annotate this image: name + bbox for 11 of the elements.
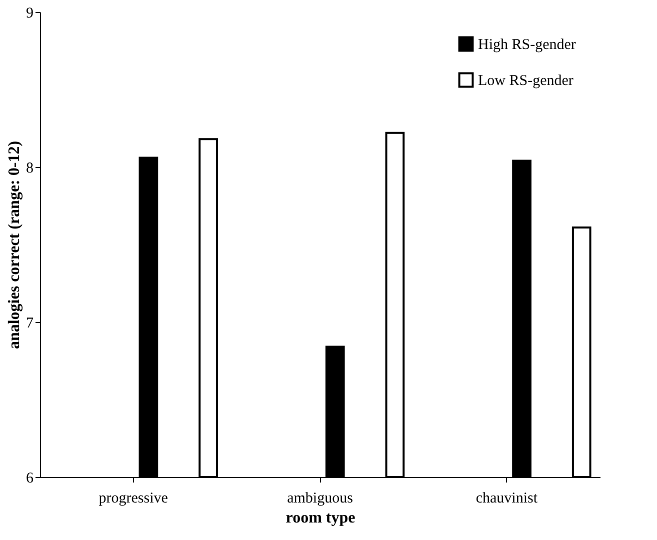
legend-label: High RS-gender <box>478 37 576 53</box>
x-tick-label: progressive <box>98 490 168 506</box>
y-axis-title: analogies correct (range: 0-12) <box>6 140 23 350</box>
x-axis-title: room type <box>286 510 356 526</box>
x-tick-label: chauvinist <box>476 490 538 506</box>
y-tick-label: 7 <box>26 316 34 332</box>
y-tick-label: 6 <box>26 470 34 486</box>
y-tick-label: 8 <box>26 160 34 176</box>
x-tick-label: ambiguous <box>287 490 354 506</box>
y-tick-label: 9 <box>26 6 34 22</box>
legend-label: Low RS-gender <box>478 73 574 89</box>
